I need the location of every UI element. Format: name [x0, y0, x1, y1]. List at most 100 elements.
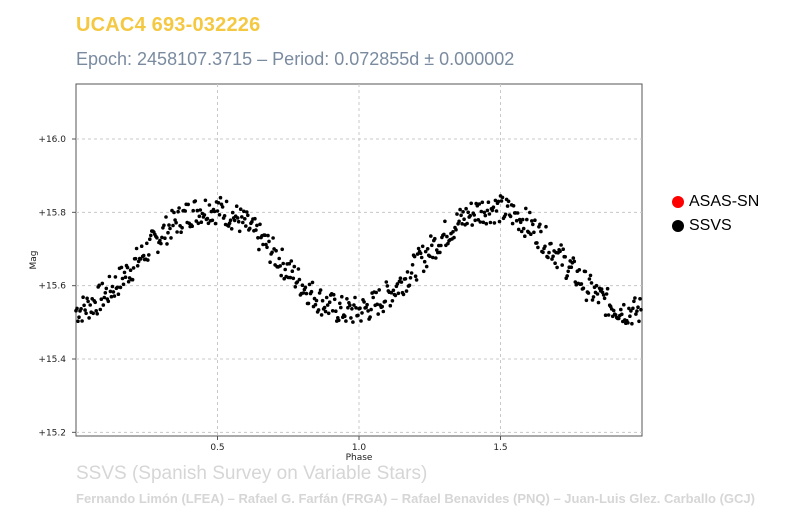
ssvs-point: [128, 268, 133, 273]
ssvs-point: [290, 269, 295, 274]
ssvs-point: [98, 307, 103, 312]
chart-subtitle: Epoch: 2458107.3715 – Period: 0.072855d …: [76, 49, 515, 69]
ssvs-point: [222, 214, 227, 218]
ssvs-point: [135, 264, 140, 268]
ssvs-point: [149, 233, 153, 238]
ssvs-point: [626, 321, 630, 325]
ssvs-point: [309, 289, 314, 294]
ssvs-point: [344, 319, 348, 323]
ssvs-point: [605, 286, 610, 291]
ssvs-point: [197, 214, 202, 219]
chart-title: UCAC4 693-032226: [76, 14, 261, 36]
ssvs-point: [565, 274, 569, 278]
ssvs-point: [418, 251, 423, 256]
ssvs-point: [324, 295, 329, 300]
ssvs-point: [424, 264, 429, 269]
ssvs-point: [126, 279, 131, 284]
legend-marker-ssvs: [672, 220, 684, 232]
ssvs-point: [334, 309, 338, 314]
legend-item-asas-sn: ASAS-SN: [672, 190, 759, 214]
ssvs-point: [390, 299, 395, 303]
ssvs-point: [111, 290, 116, 294]
ssvs-point: [601, 293, 606, 297]
ssvs-point: [287, 261, 292, 266]
ssvs-point: [350, 307, 354, 311]
ssvs-point: [310, 280, 315, 285]
ssvs-point: [415, 252, 420, 256]
ssvs-point: [291, 276, 296, 281]
ssvs-point: [120, 276, 125, 281]
ssvs-point: [354, 306, 358, 310]
ssvs-point: [268, 260, 272, 265]
ssvs-point: [583, 269, 588, 274]
ssvs-point: [452, 235, 456, 240]
ssvs-point: [218, 195, 223, 200]
ssvs-point: [529, 232, 533, 236]
ssvs-point: [604, 292, 609, 296]
ssvs-point: [84, 311, 88, 316]
ssvs-point: [636, 305, 640, 310]
ssvs-point: [203, 198, 208, 203]
ssvs-point: [547, 250, 551, 255]
ssvs-point: [482, 210, 487, 215]
ssvs-point: [237, 229, 242, 234]
ssvs-point: [517, 217, 522, 222]
ssvs-point: [493, 198, 498, 203]
ssvs-point: [451, 230, 455, 234]
ssvs-point: [100, 281, 105, 286]
ssvs-point: [240, 215, 244, 219]
ssvs-point: [227, 221, 232, 225]
ssvs-point: [102, 295, 107, 300]
ssvs-point: [288, 275, 293, 280]
ssvs-point: [235, 216, 240, 220]
ssvs-point: [95, 312, 99, 316]
ssvs-point: [281, 261, 286, 266]
ssvs-point: [242, 209, 246, 214]
ssvs-point: [638, 297, 642, 301]
ssvs-point: [366, 309, 370, 313]
ssvs-point: [76, 319, 80, 324]
ssvs-point: [97, 283, 101, 288]
ssvs-point: [559, 243, 563, 247]
ssvs-point: [494, 209, 499, 213]
ssvs-point: [147, 253, 151, 257]
ssvs-point: [319, 313, 324, 317]
ssvs-point: [270, 250, 274, 255]
ssvs-point: [300, 283, 305, 288]
ssvs-point: [159, 241, 163, 246]
ssvs-point: [413, 274, 418, 279]
ssvs-point: [119, 265, 124, 270]
ssvs-point: [555, 265, 559, 270]
ssvs-point: [224, 199, 229, 204]
ssvs-point: [530, 219, 534, 223]
ssvs-point: [459, 213, 463, 218]
ssvs-point: [103, 291, 108, 295]
ssvs-point: [146, 258, 150, 262]
ssvs-point: [457, 219, 461, 224]
ssvs-point: [263, 233, 267, 237]
ssvs-point: [553, 261, 557, 266]
ssvs-point: [431, 255, 435, 260]
ssvs-point: [253, 216, 257, 221]
ssvs-point: [524, 206, 528, 211]
ssvs-point: [429, 234, 433, 238]
ssvs-point: [416, 246, 421, 251]
ssvs-point: [532, 230, 536, 235]
ssvs-point: [88, 303, 92, 307]
ssvs-point: [322, 305, 327, 310]
ssvs-point: [520, 217, 525, 222]
ssvs-point: [115, 285, 120, 290]
ssvs-point: [116, 292, 121, 297]
ssvs-point: [250, 220, 254, 224]
ssvs-point: [477, 202, 482, 206]
ssvs-point: [521, 226, 526, 231]
ssvs-point: [261, 242, 265, 247]
ssvs-point: [599, 287, 604, 291]
ssvs-point: [158, 238, 162, 243]
ssvs-point: [569, 265, 574, 270]
x-tick-label: 1.5: [493, 443, 507, 453]
ssvs-point: [82, 303, 86, 308]
ssvs-point: [130, 277, 135, 282]
footer-survey-name: SSVS (Spanish Survey on Variable Stars): [76, 463, 428, 484]
ssvs-point: [314, 298, 319, 303]
